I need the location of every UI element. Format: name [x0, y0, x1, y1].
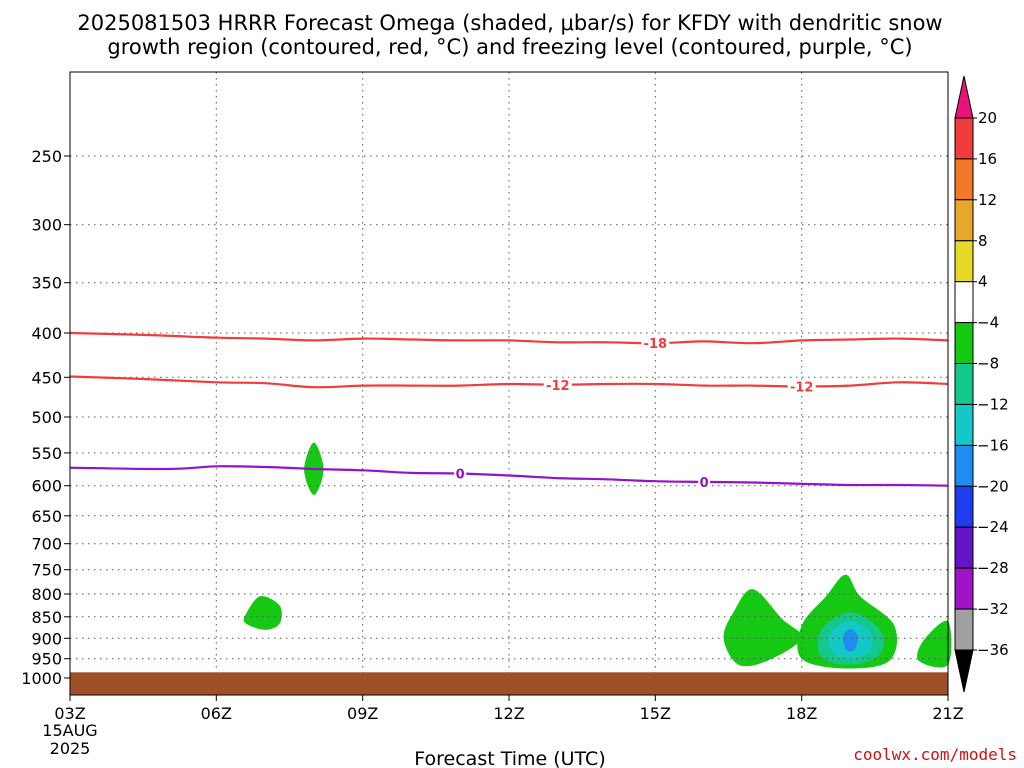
colorbar-band — [954, 363, 974, 405]
x-tick-label: 06Z — [201, 704, 232, 723]
terrain-fill — [70, 672, 948, 695]
y-tick-label: 250 — [31, 147, 62, 166]
y-tick-label: 350 — [31, 274, 62, 293]
colorbar-band — [954, 404, 974, 446]
chart-title-line-2: growth region (contoured, red, °C) and f… — [107, 35, 912, 59]
colorbar-label: 4 — [978, 273, 988, 291]
y-tick-label: 700 — [31, 535, 62, 554]
colorbar-band — [954, 240, 974, 283]
omega-blob-07z-850mb — [243, 596, 282, 630]
colorbar-band — [954, 117, 974, 160]
contour-label-bg — [787, 379, 816, 394]
contour-label: -12 — [546, 379, 570, 394]
chart-title: 2025081503 HRRR Forecast Omega (shaded, … — [77, 11, 942, 59]
y-tick-label: 650 — [31, 507, 62, 526]
contour-dendritic--12: -12 -12 — [69, 375, 949, 395]
contour-label-bg — [454, 466, 467, 481]
contour-freezing-level-0: 00 — [69, 465, 949, 491]
colorbar-label: −28 — [977, 559, 1009, 577]
contour-label: 0 — [700, 476, 709, 491]
y-tick-label: 1000 — [21, 669, 62, 688]
y-tick-label: 600 — [31, 477, 62, 496]
grid-layer — [70, 72, 948, 673]
axes-layer: 250 300 350 400 450 500 550 600 650 700 750 800 850 9… — [21, 71, 964, 758]
x-date-label-day: 15AUG — [42, 721, 97, 740]
colorbar-band — [954, 485, 974, 528]
contour-label-bg — [641, 336, 670, 351]
chart-title-line-1: 2025081503 HRRR Forecast Omega (shaded, … — [77, 11, 942, 35]
colorbar-label: −12 — [977, 396, 1009, 414]
x-date-label-year: 2025 — [50, 739, 91, 758]
omega-shading-layer — [243, 442, 952, 669]
contour-label: -12 — [790, 380, 814, 395]
colorbar-band — [954, 199, 974, 242]
colorbar: 20 16 12 8 4 −4 −8 −12 −16 −20 −24 −28 −32 −36 — [954, 75, 1009, 693]
colorbar-label: −20 — [977, 477, 1009, 495]
y-tick-label: 950 — [31, 650, 62, 669]
x-tick-label: 03Z — [54, 704, 85, 723]
contour-label: 0 — [456, 468, 465, 483]
colorbar-band — [954, 567, 974, 610]
y-tick-label: 800 — [31, 585, 62, 604]
colorbar-label: 8 — [978, 232, 988, 250]
y-tick-label: 550 — [31, 444, 62, 463]
colorbar-band — [954, 281, 974, 324]
x-axis-label: Forecast Time (UTC) — [414, 748, 605, 768]
contour-label-bg — [543, 377, 572, 392]
colorbar-band — [954, 444, 974, 487]
colorbar-band — [954, 608, 974, 651]
colorbar-label: −4 — [977, 314, 999, 332]
colorbar-label: 20 — [978, 109, 997, 127]
colorbar-top-arrow — [954, 75, 974, 119]
omega-blob-21z-910mb — [917, 620, 952, 668]
colorbar-band — [954, 526, 974, 569]
colorbar-label: −32 — [977, 600, 1009, 618]
y-tick-label: 850 — [31, 608, 62, 627]
colorbar-band — [954, 158, 974, 201]
x-tick-label: 21Z — [932, 704, 963, 723]
x-tick-label: 15Z — [640, 704, 671, 723]
colorbar-label: 12 — [978, 191, 997, 209]
terrain-layer — [70, 672, 948, 695]
y-tick-label: 750 — [31, 561, 62, 580]
y-tick-label: 900 — [31, 629, 62, 648]
contour-dendritic--18: -18 — [69, 331, 949, 352]
colorbar-band — [954, 322, 974, 365]
y-tick-label: 500 — [31, 408, 62, 427]
contour-label-bg — [698, 474, 711, 489]
colorbar-label: −24 — [977, 518, 1009, 536]
omega-core3-19z-900mb — [842, 629, 858, 652]
y-tick-label: 300 — [31, 216, 62, 235]
x-tick-label: 18Z — [786, 704, 817, 723]
colorbar-label: −16 — [977, 436, 1009, 454]
contour-line — [69, 331, 949, 345]
contour-line — [69, 465, 949, 487]
colorbar-label: −36 — [977, 641, 1009, 659]
x-tick-label: 12Z — [493, 704, 524, 723]
contour-label: -18 — [644, 337, 668, 352]
y-tick-label: 400 — [31, 324, 62, 343]
colorbar-label: 16 — [978, 150, 997, 168]
credit-text[interactable]: coolwx.com/models — [853, 745, 1017, 764]
y-tick-label: 450 — [31, 368, 62, 387]
colorbar-bottom-arrow — [954, 649, 974, 693]
omega-blob-17z-880mb — [723, 589, 802, 667]
colorbar-label: −8 — [977, 355, 999, 373]
x-tick-label: 09Z — [347, 704, 378, 723]
